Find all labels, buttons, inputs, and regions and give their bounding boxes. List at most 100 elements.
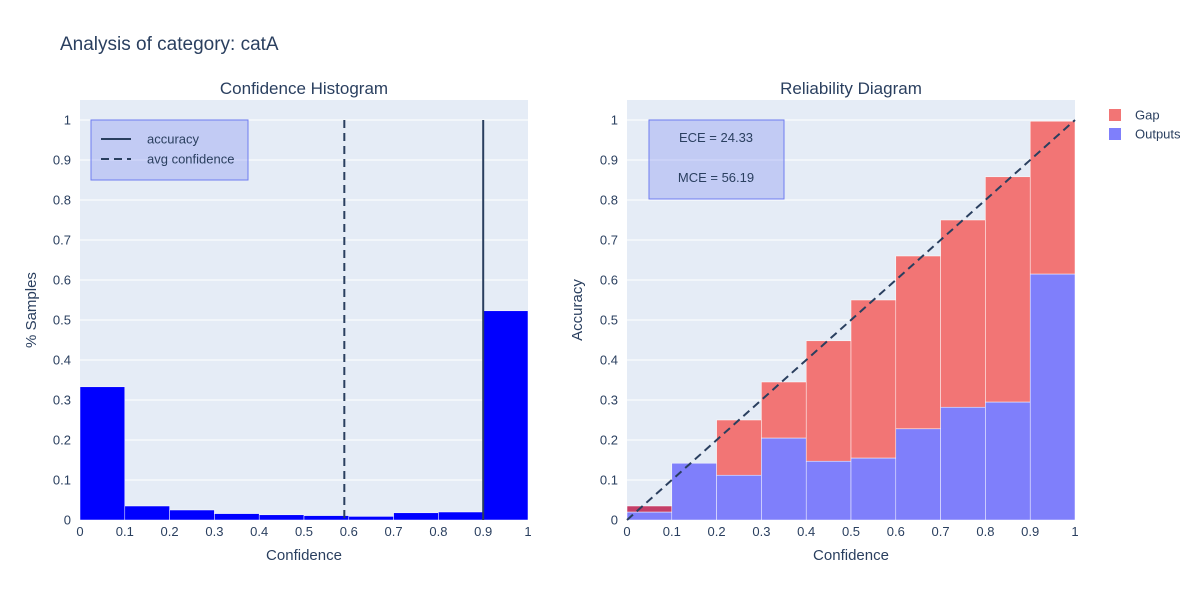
gap-bar [805, 340, 852, 462]
y-tick-label: 0.9 [53, 153, 71, 168]
x-tick-label: 0.3 [752, 524, 770, 539]
reliability-title: Reliability Diagram [780, 79, 922, 98]
x-tick-label: 0.5 [842, 524, 860, 539]
histogram-plot-area [80, 100, 528, 520]
x-tick-label: 0.6 [887, 524, 905, 539]
y-tick-label: 0.1 [600, 473, 618, 488]
reliability-y-ticks: 0 0.1 0.2 0.3 0.4 0.5 0.6 0.7 0.8 0.9 1 [600, 113, 618, 528]
y-tick-label: 0.6 [53, 273, 71, 288]
outputs-bar [895, 428, 941, 521]
outputs-bar [985, 401, 1031, 521]
legend-outputs-swatch [1109, 128, 1121, 140]
outputs-bar [626, 511, 673, 521]
reliability-metrics-box: ECE = 24.33 MCE = 56.19 [648, 119, 785, 200]
y-tick-label: 0.4 [53, 353, 71, 368]
metrics-box [648, 119, 785, 200]
reliability-legend: Gap Outputs [1109, 108, 1181, 142]
y-tick-label: 0 [611, 513, 618, 528]
histogram-bar [169, 509, 215, 521]
histogram-x-axis-title: Confidence [266, 547, 342, 564]
histogram-bar [124, 505, 170, 521]
histogram-bars [79, 310, 529, 521]
x-tick-label: 0.9 [474, 524, 492, 539]
y-tick-label: 0.5 [53, 313, 71, 328]
reliability-y-axis-title: Accuracy [569, 279, 586, 341]
x-tick-label: 1 [1071, 524, 1078, 539]
histogram-reference-lines [343, 120, 485, 520]
legend-gap-swatch [1109, 109, 1121, 121]
x-tick-label: 0.3 [205, 524, 223, 539]
gap-bar [761, 381, 807, 439]
x-tick-label: 0.2 [161, 524, 179, 539]
y-tick-label: 0.3 [600, 393, 618, 408]
outputs-bar [805, 460, 852, 521]
main-title: Analysis of category: catA [60, 34, 279, 55]
y-tick-label: 0.9 [600, 153, 618, 168]
reliability-diagonal [626, 119, 1076, 521]
histogram-legend-box [90, 119, 249, 181]
histogram-legend: accuracy avg confidence [90, 119, 249, 181]
x-tick-label: 0.5 [295, 524, 313, 539]
outputs-bar [850, 457, 897, 521]
histogram-bar [258, 514, 305, 521]
gap-bar [716, 419, 762, 476]
outputs-bar [671, 462, 717, 521]
reliability-x-axis-title: Confidence [813, 547, 889, 564]
x-tick-label: 0.2 [708, 524, 726, 539]
y-tick-label: 0 [64, 513, 71, 528]
histogram-bar [79, 386, 126, 521]
x-tick-label: 0.8 [976, 524, 994, 539]
y-tick-label: 0.4 [600, 353, 618, 368]
outputs-bar [1029, 273, 1076, 521]
y-tick-label: 0.1 [53, 473, 71, 488]
y-tick-label: 1 [64, 113, 71, 128]
histogram-panel: 0 0.1 0.2 0.3 0.4 0.5 0.6 0.7 0.8 0.9 1 0 0.1 0.2 0.3… [23, 79, 532, 564]
gap-bar [850, 299, 897, 459]
y-tick-label: 0.7 [53, 233, 71, 248]
y-tick-label: 0.7 [600, 233, 618, 248]
y-tick-label: 0.6 [600, 273, 618, 288]
x-tick-label: 0 [623, 524, 630, 539]
histogram-bar [303, 515, 350, 521]
x-tick-label: 0.7 [385, 524, 403, 539]
x-tick-label: 0.9 [1021, 524, 1039, 539]
outputs-bar [761, 437, 807, 521]
y-tick-label: 0.8 [53, 193, 71, 208]
legend-outputs-label: Outputs [1135, 127, 1181, 142]
histogram-y-axis-title: % Samples [23, 272, 40, 348]
x-tick-label: 0.7 [932, 524, 950, 539]
histogram-bar [214, 513, 260, 521]
gap-bar [626, 505, 673, 513]
y-tick-label: 0.5 [600, 313, 618, 328]
histogram-gridlines [80, 119, 528, 481]
legend-gap-label: Gap [1135, 108, 1160, 123]
gap-bar [985, 176, 1031, 403]
histogram-bar [482, 310, 529, 521]
mce-label: MCE = 56.19 [678, 170, 754, 185]
x-tick-label: 0.4 [250, 524, 268, 539]
x-tick-label: 0.6 [340, 524, 358, 539]
histogram-bar [438, 511, 484, 521]
outputs-bar [716, 474, 762, 521]
reliability-panel: 0 0.1 0.2 0.3 0.4 0.5 0.6 0.7 0.8 0.9 1 0 0.1 0.2 0.3… [569, 79, 1181, 564]
histogram-y-ticks: 0 0.1 0.2 0.3 0.4 0.5 0.6 0.7 0.8 0.9 1 [53, 113, 71, 528]
y-tick-label: 0.2 [53, 433, 71, 448]
y-tick-label: 0.2 [600, 433, 618, 448]
histogram-bar [348, 516, 394, 521]
reliability-x-ticks: 0 0.1 0.2 0.3 0.4 0.5 0.6 0.7 0.8 0.9 1 [623, 524, 1078, 539]
ece-label: ECE = 24.33 [679, 130, 753, 145]
x-tick-label: 0.8 [429, 524, 447, 539]
x-tick-label: 1 [524, 524, 531, 539]
y-tick-label: 1 [611, 113, 618, 128]
x-tick-label: 0.1 [663, 524, 681, 539]
x-tick-label: 0.4 [797, 524, 815, 539]
legend-avg-confidence-label: avg confidence [147, 152, 234, 167]
gap-bar [940, 219, 986, 408]
gap-bar [895, 255, 941, 430]
histogram-title: Confidence Histogram [220, 79, 388, 98]
x-tick-label: 0 [76, 524, 83, 539]
reliability-bars [626, 120, 1076, 521]
y-tick-label: 0.3 [53, 393, 71, 408]
x-tick-label: 0.1 [116, 524, 134, 539]
